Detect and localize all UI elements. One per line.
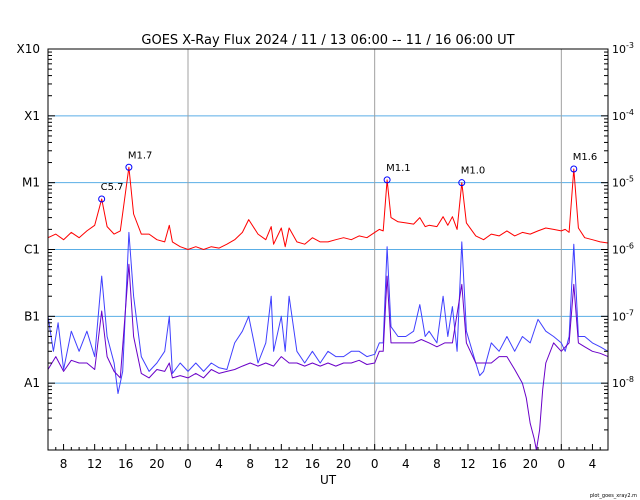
right-axis-label-base: 10 bbox=[612, 43, 626, 56]
right-axis-label-base: 10 bbox=[612, 377, 626, 390]
axis-layer bbox=[47, 48, 609, 451]
x-tick-label: 20 bbox=[523, 457, 538, 471]
series-layer bbox=[47, 166, 609, 451]
right-axis-label-exponent: -6 bbox=[626, 242, 634, 251]
chart-title: GOES X-Ray Flux 2024 / 11 / 13 06:00 -- … bbox=[141, 33, 514, 48]
flare-label: M1.6 bbox=[573, 152, 598, 163]
right-axis-label: 10-7 bbox=[612, 308, 634, 323]
flare-marker bbox=[125, 163, 133, 171]
right-axis-label-base: 10 bbox=[612, 177, 626, 190]
right-axis-label: 10-6 bbox=[612, 242, 634, 257]
x-tick-label: 12 bbox=[460, 457, 475, 471]
flare-label: M1.1 bbox=[386, 163, 411, 174]
x-tick-label: 4 bbox=[402, 457, 410, 471]
x-tick-label: 8 bbox=[60, 457, 68, 471]
x-tick-label: 12 bbox=[87, 457, 102, 471]
class-label: X1 bbox=[24, 109, 40, 123]
right-axis-label: 10-5 bbox=[612, 175, 634, 190]
flare-marker bbox=[98, 195, 106, 203]
x-tick-label: 4 bbox=[215, 457, 223, 471]
right-axis-label-base: 10 bbox=[612, 310, 626, 323]
x-tick-label: 0 bbox=[371, 457, 379, 471]
grid-layer bbox=[48, 115, 608, 384]
x-tick-label: 0 bbox=[558, 457, 566, 471]
right-axis-label: 10-8 bbox=[612, 375, 634, 390]
flare-label: M1.7 bbox=[128, 150, 153, 161]
right-axis-label-exponent: -3 bbox=[626, 41, 634, 50]
label-layer: X10X1M1C1B1A110-310-410-510-610-710-8C5.… bbox=[17, 41, 634, 471]
right-axis-label-base: 10 bbox=[612, 244, 626, 257]
series-line-0 bbox=[47, 166, 609, 250]
class-label: M1 bbox=[22, 176, 40, 190]
flare-marker bbox=[383, 176, 391, 184]
class-label: X10 bbox=[17, 42, 41, 56]
x-tick-label: 20 bbox=[336, 457, 351, 471]
x-tick-label: 4 bbox=[589, 457, 597, 471]
class-label: C1 bbox=[24, 243, 40, 257]
right-axis-label: 10-3 bbox=[612, 41, 634, 56]
x-axis-label: UT bbox=[320, 473, 337, 487]
x-tick-label: 16 bbox=[491, 457, 506, 471]
x-tick-label: 20 bbox=[149, 457, 164, 471]
class-label: A1 bbox=[24, 376, 40, 390]
right-axis-label-exponent: -8 bbox=[626, 375, 634, 384]
flare-marker bbox=[570, 165, 578, 173]
x-tick-label: 0 bbox=[184, 457, 192, 471]
series-line-2 bbox=[47, 263, 609, 451]
series-line-1 bbox=[47, 231, 609, 394]
x-tick-label: 12 bbox=[274, 457, 289, 471]
right-axis-label-exponent: -5 bbox=[626, 175, 634, 184]
x-tick-label: 16 bbox=[118, 457, 133, 471]
flare-marker-layer bbox=[98, 163, 578, 203]
right-axis-label-exponent: -4 bbox=[626, 108, 634, 117]
right-axis-label-base: 10 bbox=[612, 110, 626, 123]
flare-label: C5.7 bbox=[101, 182, 124, 193]
right-axis-label-exponent: -7 bbox=[626, 308, 634, 317]
x-tick-label: 8 bbox=[246, 457, 254, 471]
class-label: B1 bbox=[24, 309, 40, 323]
flare-label: M1.0 bbox=[461, 166, 486, 177]
x-tick-label: 8 bbox=[433, 457, 441, 471]
x-tick-label: 16 bbox=[305, 457, 320, 471]
right-axis-label: 10-4 bbox=[612, 108, 634, 123]
credit-text: plot_goes_xray2.m bbox=[590, 493, 637, 499]
flare-marker bbox=[458, 179, 466, 187]
